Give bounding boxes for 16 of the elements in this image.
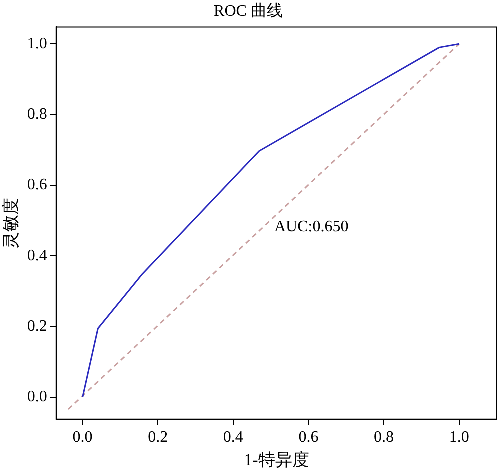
x-tick-label: 1.0 bbox=[449, 429, 470, 446]
y-tick-label: 0.0 bbox=[27, 388, 48, 406]
y-tick-label: 0.6 bbox=[27, 176, 48, 194]
x-tick-label: 0.2 bbox=[148, 429, 168, 446]
y-tick-label: 0.8 bbox=[27, 106, 48, 124]
x-tick-label: 0.8 bbox=[374, 429, 394, 446]
chart-title: ROC 曲线 bbox=[214, 2, 283, 20]
y-tick-label: 0.2 bbox=[27, 318, 48, 336]
x-tick-label: 0.0 bbox=[72, 429, 93, 446]
x-axis-title: 1-特异度 bbox=[244, 450, 310, 470]
x-tick-label: 0.4 bbox=[223, 429, 244, 446]
y-axis-title: 灵敏度 bbox=[2, 198, 21, 249]
annotation: AUC:0.650 bbox=[274, 218, 349, 236]
y-tick-label: 0.4 bbox=[27, 247, 48, 264]
y-tick-label: 1.0 bbox=[27, 35, 48, 52]
x-tick-label: 0.6 bbox=[298, 429, 319, 446]
